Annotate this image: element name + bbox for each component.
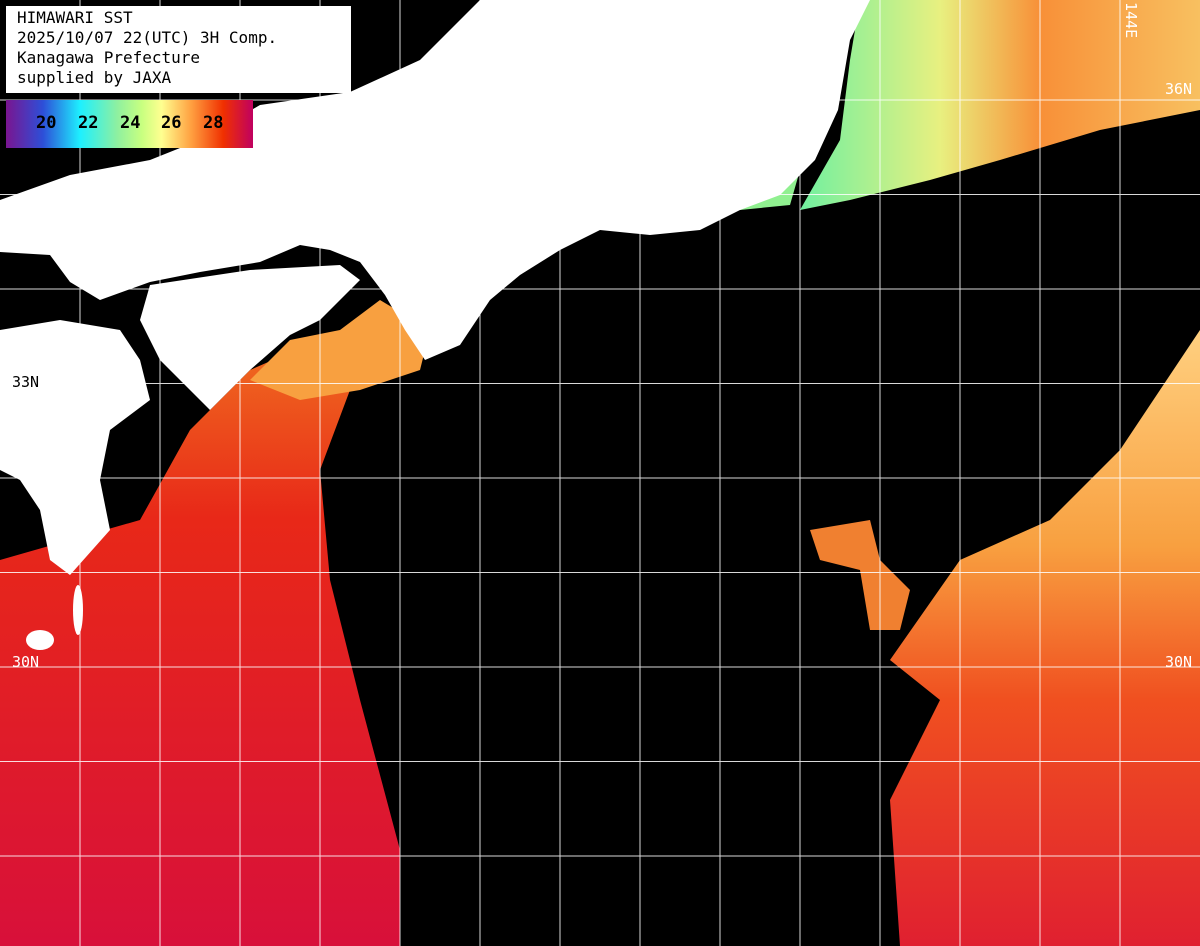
sst-northeast-region bbox=[800, 0, 1200, 210]
legend-label-28: 28 bbox=[203, 113, 224, 133]
lon-label-136e: 136E bbox=[482, 2, 500, 39]
lat-label-33n: 33N bbox=[12, 373, 40, 391]
land-island bbox=[26, 630, 54, 650]
legend-label-26: 26 bbox=[161, 113, 182, 133]
title-line-4: supplied by JAXA bbox=[17, 68, 172, 87]
title-line-2: 2025/10/07 22(UTC) 3H Comp. bbox=[17, 28, 278, 47]
title-line-3: Kanagawa Prefecture bbox=[17, 48, 201, 67]
legend-label-20: 20 bbox=[36, 113, 57, 133]
lon-label-144e: 144E bbox=[1122, 2, 1140, 39]
title-line-1: HIMAWARI SST bbox=[17, 8, 133, 27]
sst-east-region bbox=[890, 330, 1200, 946]
lat-label-36n: 36N bbox=[1165, 80, 1193, 98]
sst-shikoku-coast bbox=[250, 300, 430, 400]
legend-label-24: 24 bbox=[120, 113, 141, 133]
legend-label-22: 22 bbox=[78, 113, 99, 133]
lat-label-30n-right: 30N bbox=[1165, 653, 1193, 671]
title-box: HIMAWARI SST 2025/10/07 22(UTC) 3H Comp.… bbox=[6, 6, 351, 93]
land-shikoku bbox=[140, 265, 360, 410]
land-honshu bbox=[0, 0, 870, 360]
land-island-2 bbox=[73, 585, 83, 635]
lat-label-30n-left: 30N bbox=[12, 653, 40, 671]
sst-east-patch bbox=[810, 520, 910, 630]
sst-west-region bbox=[0, 335, 400, 946]
color-scale-legend: 20 22 24 26 28 bbox=[6, 100, 253, 148]
